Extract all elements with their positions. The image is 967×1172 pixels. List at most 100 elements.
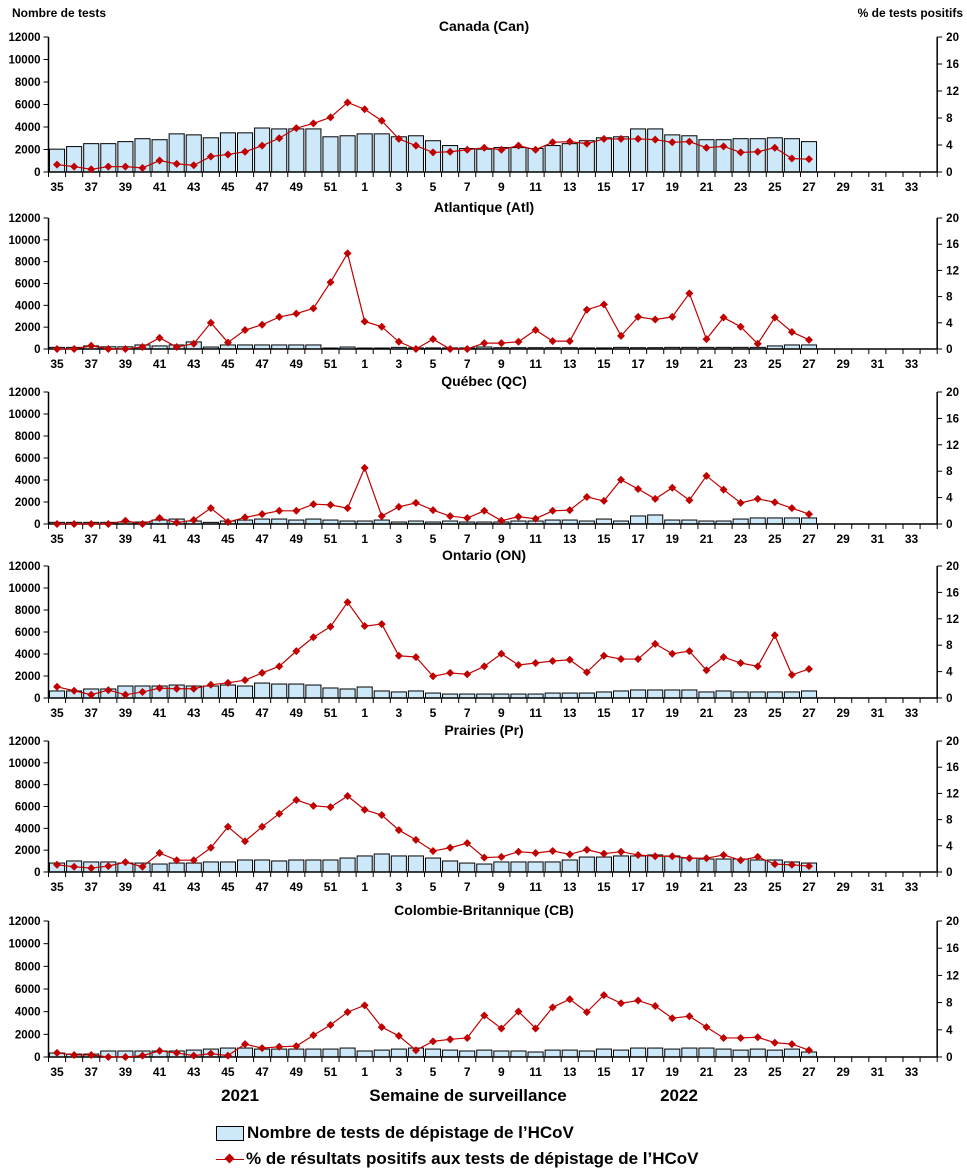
x-tick-label: 31	[871, 880, 885, 894]
bar	[664, 689, 681, 699]
bar	[698, 691, 715, 699]
x-tick-label: 33	[905, 532, 919, 546]
percent-positive-point	[121, 1053, 130, 1061]
percent-positive-point	[599, 991, 608, 1000]
x-tick-label: 29	[837, 357, 851, 371]
percent-positive-point	[719, 850, 728, 859]
x-tick-label: 17	[631, 532, 645, 546]
percent-positive-point	[736, 322, 745, 331]
percent-positive-point	[70, 1050, 79, 1059]
percent-positive-point	[138, 520, 147, 528]
bar	[766, 517, 783, 525]
x-tick-label: 1	[361, 532, 368, 546]
percent-positive-point	[53, 520, 62, 528]
bar	[732, 1049, 749, 1058]
percent-positive-point	[241, 676, 250, 685]
percent-positive-point	[497, 649, 506, 658]
right-axis-title: % de tests positifs	[858, 6, 964, 20]
percent-positive-point	[343, 98, 352, 107]
x-tick-label: 39	[119, 880, 133, 894]
percent-positive-point	[480, 143, 489, 152]
x-tick-label: 1	[361, 180, 368, 194]
percent-positive-point	[787, 670, 796, 679]
left-tick-label: 2000	[15, 671, 41, 683]
panel-title: Ontario (ON)	[442, 547, 526, 563]
x-tick-label: 1	[361, 880, 368, 894]
percent-positive-point	[87, 1050, 96, 1059]
x-tick-label: 37	[85, 1065, 99, 1079]
x-tick-label: 11	[529, 706, 542, 720]
bar	[630, 1047, 647, 1058]
left-tick-label: 10000	[9, 583, 41, 595]
bar	[544, 1049, 561, 1058]
percent-positive-point	[172, 1048, 181, 1057]
right-tick-label: 16	[946, 239, 959, 251]
percent-positive-point	[753, 147, 762, 156]
bar	[595, 856, 612, 873]
panel-title: Prairies (Pr)	[444, 722, 523, 738]
x-tick-label: 47	[255, 1065, 269, 1079]
percent-positive-point	[275, 312, 284, 321]
percent-positive-point	[548, 1003, 557, 1012]
bar	[800, 517, 818, 525]
percent-positive-point	[736, 659, 745, 668]
percent-positive-point	[87, 864, 96, 873]
percent-positive-point	[514, 141, 523, 150]
percent-positive-point	[292, 506, 301, 515]
x-tick-label: 45	[221, 357, 235, 371]
percent-positive-point	[138, 862, 147, 871]
bar	[561, 143, 578, 173]
percent-positive-point	[309, 500, 318, 509]
bar	[442, 1049, 459, 1058]
bar	[698, 1047, 715, 1058]
percent-positive-point	[360, 463, 369, 472]
bar	[647, 689, 664, 699]
percent-positive-point	[565, 995, 574, 1004]
bar	[322, 136, 339, 173]
percent-positive-point	[617, 331, 626, 340]
bar	[49, 690, 66, 699]
percent-positive-point	[565, 337, 574, 346]
percent-positive-point	[70, 520, 79, 528]
x-tick-label: 11	[529, 880, 542, 894]
percent-positive-point	[480, 339, 489, 348]
panel-title: Atlantique (Atl)	[434, 199, 534, 215]
percent-positive-point	[753, 1033, 762, 1042]
bar	[561, 1049, 578, 1058]
percent-positive-point	[702, 1023, 711, 1032]
percent-positive-point	[104, 862, 113, 871]
percent-positive-point	[223, 678, 232, 687]
bar	[595, 1048, 612, 1058]
percent-positive-point	[87, 341, 96, 350]
bar	[715, 690, 732, 699]
percent-positive-point	[377, 811, 386, 820]
percent-positive-point	[770, 860, 779, 869]
percent-positive-point	[241, 1040, 250, 1049]
right-tick-label: 16	[946, 762, 959, 774]
bar	[424, 857, 442, 873]
x-tick-label: 3	[396, 880, 403, 894]
percent-positive-point	[343, 249, 352, 258]
percent-positive-point	[87, 165, 96, 174]
percent-positive-point	[275, 662, 284, 671]
left-tick-label: 10000	[9, 939, 41, 951]
percent-positive-point	[172, 684, 181, 693]
left-tick-label: 8000	[15, 77, 41, 89]
x-tick-label: 13	[563, 880, 577, 894]
legend-line-label: % de résultats positifs aux tests de dép…	[246, 1149, 699, 1168]
percent-positive-point	[685, 1012, 694, 1021]
x-tick-label: 47	[255, 532, 269, 546]
panel-1: Atlantique (Atl)020004000600080001000012…	[9, 199, 959, 371]
percent-positive-point	[241, 147, 250, 156]
percent-positive-point	[548, 337, 557, 346]
bar	[442, 860, 459, 873]
bar	[783, 517, 800, 525]
bar	[630, 689, 647, 699]
bar	[322, 859, 339, 873]
percent-positive-point	[258, 320, 267, 329]
x-tick-label: 29	[837, 532, 851, 546]
bar	[151, 863, 168, 873]
x-tick-label: 23	[734, 180, 748, 194]
bar	[476, 863, 493, 873]
x-tick-label: 49	[290, 1065, 304, 1079]
